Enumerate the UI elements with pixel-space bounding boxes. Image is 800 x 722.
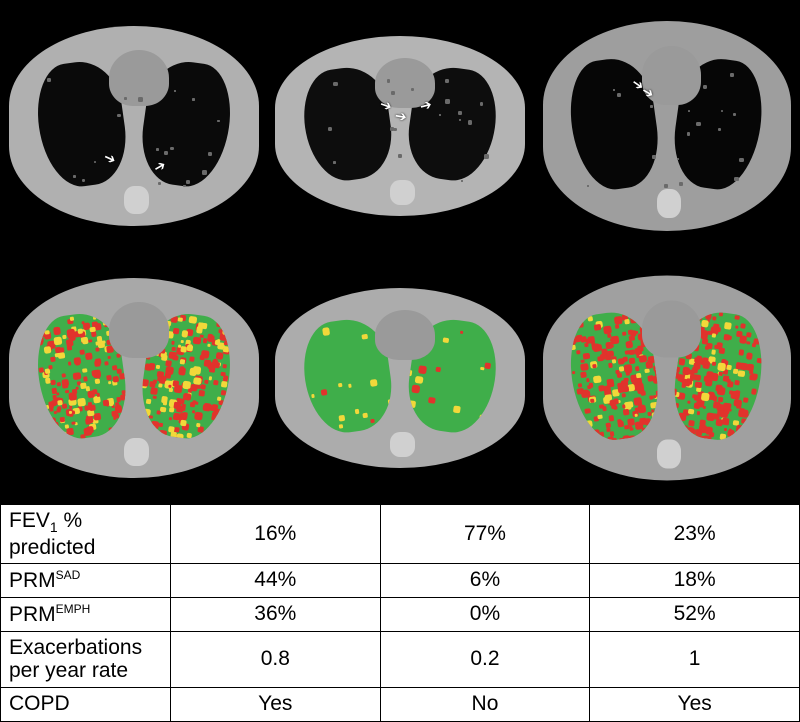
prm-map <box>533 252 800 504</box>
table-row: FEV1 % predicted16%77%23% <box>1 505 800 564</box>
row-value: 6% <box>380 563 590 597</box>
row-label: PRMSAD <box>1 563 171 597</box>
panel-label: B <box>273 4 289 30</box>
panel-a: A➔➔ <box>0 0 267 504</box>
row-label: COPD <box>1 687 171 721</box>
row-value: 16% <box>170 505 380 564</box>
row-value: Yes <box>590 687 800 721</box>
row-value: 0% <box>380 597 590 631</box>
figure-panels: A➔➔B➔➔➔C➔➔ <box>0 0 800 504</box>
ct-scan: ➔➔ <box>0 0 267 252</box>
ct-scan: ➔➔➔ <box>267 0 533 252</box>
table-row: COPDYesNoYes <box>1 687 800 721</box>
table-row: Exacerbations per year rate0.80.21 <box>1 631 800 687</box>
prm-map <box>0 252 267 504</box>
row-value: 77% <box>380 505 590 564</box>
panel-label: A <box>6 4 22 30</box>
row-value: 18% <box>590 563 800 597</box>
data-table: FEV1 % predicted16%77%23%PRMSAD44%6%18%P… <box>0 504 800 722</box>
row-value: 44% <box>170 563 380 597</box>
row-value: 23% <box>590 505 800 564</box>
row-label: PRMEMPH <box>1 597 171 631</box>
panel-label: C <box>539 4 555 30</box>
row-value: 36% <box>170 597 380 631</box>
table-row: PRMEMPH36%0%52% <box>1 597 800 631</box>
row-value: 0.2 <box>380 631 590 687</box>
row-value: No <box>380 687 590 721</box>
row-value: 52% <box>590 597 800 631</box>
annotation-arrow-icon: ➔ <box>394 107 409 126</box>
prm-map <box>267 252 533 504</box>
row-label: FEV1 % predicted <box>1 505 171 564</box>
row-label: Exacerbations per year rate <box>1 631 171 687</box>
table-row: PRMSAD44%6%18% <box>1 563 800 597</box>
row-value: Yes <box>170 687 380 721</box>
row-value: 0.8 <box>170 631 380 687</box>
panel-b: B➔➔➔ <box>267 0 533 504</box>
ct-scan: ➔➔ <box>533 0 800 252</box>
panel-c: C➔➔ <box>533 0 800 504</box>
row-value: 1 <box>590 631 800 687</box>
